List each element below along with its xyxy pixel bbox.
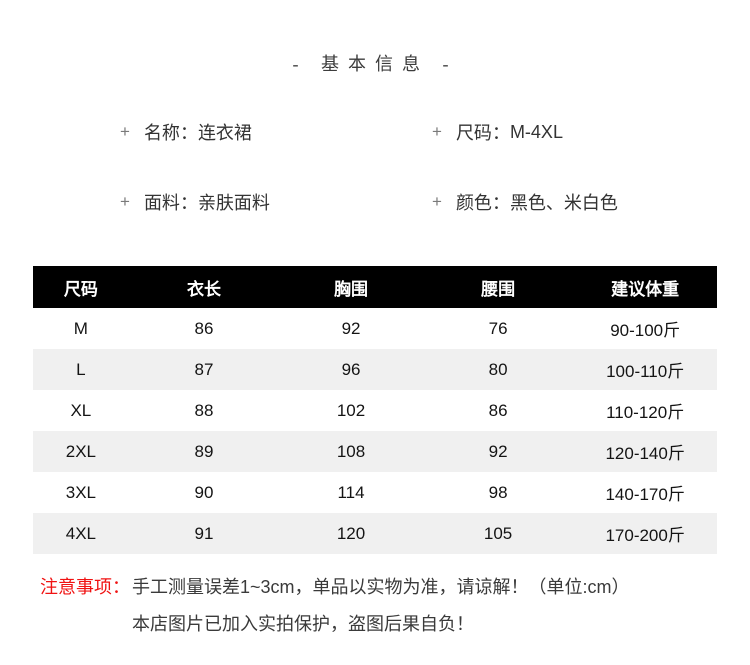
info-value: 亲肤面料: [197, 193, 270, 213]
table-header-row: 尺码 衣长 胸围 腰围 建议体重: [33, 266, 717, 308]
table-cell: 100-110斤: [606, 362, 685, 381]
info-item-color: + 颜色：黑色、米白色: [432, 189, 618, 215]
info-label: 名称: [143, 123, 180, 143]
info-item-name: + 名称：连衣裙: [120, 119, 252, 145]
notice-section: 注意事项： 手工测量误差1~3cm，单品以实物为准，请谅解！（单位:cm） 本店…: [40, 576, 730, 635]
plus-bullet-icon: +: [120, 192, 130, 211]
table-cell: 92: [341, 318, 361, 338]
info-label: 尺码: [455, 123, 492, 143]
table-cell: 76: [488, 318, 508, 338]
column-header-bust: 胸围: [279, 266, 423, 308]
table-cell: 114: [337, 482, 365, 502]
notice-text: 手工测量误差1~3cm，单品以实物为准，请谅解！（单位:cm） 本店图片已加入实…: [132, 576, 630, 635]
table-cell: 96: [341, 359, 361, 379]
info-separator: ：: [491, 123, 510, 143]
plus-bullet-icon: +: [432, 192, 442, 211]
info-separator: ：: [491, 193, 510, 213]
info-value: 连衣裙: [197, 123, 252, 143]
column-header-weight: 建议体重: [573, 266, 717, 308]
plus-bullet-icon: +: [120, 122, 130, 141]
table-cell: 86: [488, 400, 508, 420]
table-cell: 3XL: [65, 482, 96, 502]
column-header-size: 尺码: [33, 266, 129, 308]
table-cell: 89: [194, 441, 214, 461]
table-cell: L: [76, 359, 86, 379]
table-row: M 86 92 76 90-100斤: [33, 308, 717, 349]
table-cell: 105: [483, 523, 513, 543]
table-cell: 91: [194, 523, 214, 543]
table-cell: 120: [336, 523, 366, 543]
notice-line-2: 本店图片已加入实拍保护，盗图后果自负！: [132, 614, 474, 634]
size-chart-table: 尺码 衣长 胸围 腰围 建议体重 M 86 92 76 90-100斤 L 87…: [33, 266, 717, 554]
info-item-fabric: + 面料：亲肤面料: [120, 189, 270, 215]
table-cell: 92: [488, 441, 508, 461]
table-cell: 120-140斤: [605, 444, 685, 463]
column-header-waist: 腰围: [422, 266, 574, 308]
table-row: 2XL 89 108 92 120-140斤: [33, 431, 717, 472]
table-row: 4XL 91 120 105 170-200斤: [33, 513, 717, 554]
table-row: L 87 96 80 100-110斤: [33, 349, 717, 390]
table-cell: 170-200斤: [605, 526, 685, 545]
table-cell: 86: [194, 318, 214, 338]
table-cell: 2XL: [65, 441, 96, 461]
table-cell: 90: [194, 482, 214, 502]
info-item-size-range: + 尺码： M-4XL: [432, 119, 563, 145]
table-cell: M: [73, 318, 88, 338]
table-cell: 90-100斤: [610, 321, 681, 340]
column-header-length: 衣长: [128, 266, 280, 308]
notice-label: 注意事项：: [40, 577, 130, 597]
notice-line-1: 手工测量误差1~3cm，单品以实物为准，请谅解！（单位:cm）: [132, 577, 630, 597]
table-row: 3XL 90 114 98 140-170斤: [33, 472, 717, 513]
table-row: XL 88 102 86 110-120斤: [33, 390, 717, 431]
table-cell: 110-120斤: [606, 403, 685, 422]
info-value: 黑色、米白色: [509, 193, 618, 213]
table-cell: 87: [194, 359, 214, 379]
page-title: - 基本信息 -: [292, 54, 458, 74]
plus-bullet-icon: +: [432, 122, 442, 141]
info-separator: ：: [179, 123, 198, 143]
table-cell: 80: [488, 359, 508, 379]
info-label: 面料: [143, 193, 180, 213]
table-cell: 88: [194, 400, 214, 420]
info-value: M-4XL: [509, 121, 563, 142]
table-cell: 98: [488, 482, 508, 502]
table-cell: XL: [70, 400, 92, 420]
table-cell: 140-170斤: [605, 485, 685, 504]
table-cell: 108: [336, 441, 366, 461]
info-separator: ：: [179, 193, 198, 213]
table-cell: 102: [336, 400, 366, 420]
table-cell: 4XL: [65, 523, 96, 543]
info-label: 颜色: [455, 193, 492, 213]
